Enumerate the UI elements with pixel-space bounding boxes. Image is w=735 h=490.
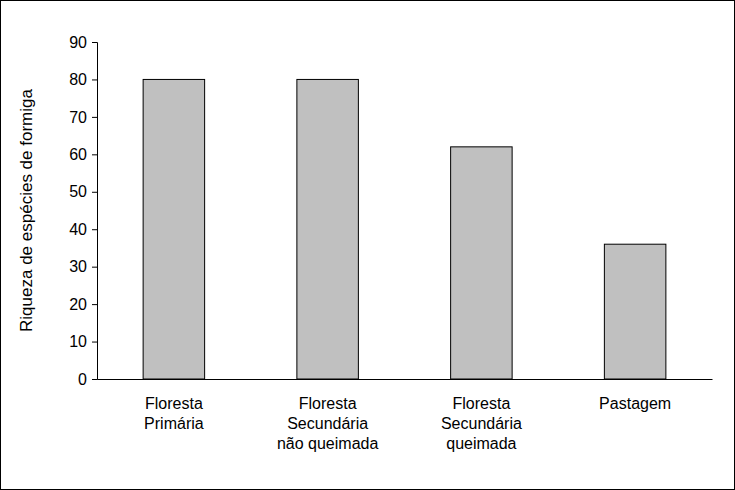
x-tick-label: Floresta Primária — [144, 395, 204, 432]
bars — [143, 79, 666, 379]
bar — [297, 79, 359, 379]
y-tick: 70 — [69, 109, 97, 126]
y-tick: 80 — [69, 71, 97, 88]
x-tick: Pastagem — [599, 379, 671, 412]
y-tick: 10 — [69, 333, 97, 350]
y-tick-label: 50 — [69, 183, 87, 200]
y-tick-label: 60 — [69, 146, 87, 163]
x-tick-label: Pastagem — [599, 395, 671, 412]
x-tick-label-line: Primária — [144, 415, 204, 432]
y-tick-label: 0 — [78, 371, 87, 388]
y-tick-mark — [92, 267, 97, 268]
y-tick-mark — [92, 229, 97, 230]
x-tick-label-line: queimada — [446, 435, 516, 452]
frame — [1, 1, 735, 490]
y-tick-mark — [92, 79, 97, 80]
x-tick-label-line: Floresta — [299, 395, 357, 412]
y-tick: 90 — [69, 34, 97, 51]
y-tick: 60 — [69, 146, 97, 163]
bar — [604, 244, 666, 379]
x-tick-label-line: Secundária — [441, 415, 522, 432]
y-tick: 30 — [69, 258, 97, 275]
bar — [451, 147, 513, 379]
y-tick-mark — [92, 304, 97, 305]
y-tick-label: 10 — [69, 333, 87, 350]
x-tick: Floresta Secundária não queimada — [277, 379, 379, 452]
x-axis-line — [98, 379, 713, 380]
y-axis: 0 10 20 30 40 50 60 70 80 90 — [69, 34, 97, 388]
x-tick-label: Floresta Secundária não queimada — [277, 395, 379, 452]
y-tick: 50 — [69, 183, 97, 200]
chart: 0102030405060708090FlorestaPrimáriaFlore… — [0, 0, 735, 490]
plot: 0102030405060708090FlorestaPrimáriaFlore… — [69, 34, 712, 452]
y-tick-label: 70 — [69, 109, 87, 126]
y-tick-label: 40 — [69, 221, 87, 238]
y-tick-mark — [92, 379, 97, 380]
y-tick-mark — [92, 117, 97, 118]
y-tick-label: 90 — [69, 34, 87, 51]
y-axis-title: Riqueza de espécies de formiga — [17, 89, 36, 332]
x-axis: Floresta Primária Floresta Secundária não qu… — [98, 379, 713, 452]
x-tick-label-line: Floresta — [145, 395, 203, 412]
x-tick-label: Floresta Secundária queimada — [441, 395, 522, 452]
x-tick: Floresta Primária — [144, 379, 204, 432]
x-tick-label-line: não queimada — [277, 435, 379, 452]
y-tick-mark — [92, 154, 97, 155]
y-axis-line — [92, 43, 98, 380]
x-tick-label-line: Pastagem — [599, 395, 671, 412]
x-tick-label-line: Floresta — [452, 395, 510, 412]
x-tick-label-line: Secundária — [287, 415, 368, 432]
x-tick: Floresta Secundária queimada — [441, 379, 522, 452]
y-tick-mark — [92, 192, 97, 193]
y-tick: 20 — [69, 296, 97, 313]
y-tick-mark — [92, 342, 97, 343]
y-tick-mark — [92, 42, 97, 43]
y-tick-label: 80 — [69, 71, 87, 88]
y-tick-label: 20 — [69, 296, 87, 313]
bar — [143, 79, 205, 379]
y-tick: 0 — [78, 371, 97, 388]
y-tick: 40 — [69, 221, 97, 238]
y-tick-label: 30 — [69, 258, 87, 275]
